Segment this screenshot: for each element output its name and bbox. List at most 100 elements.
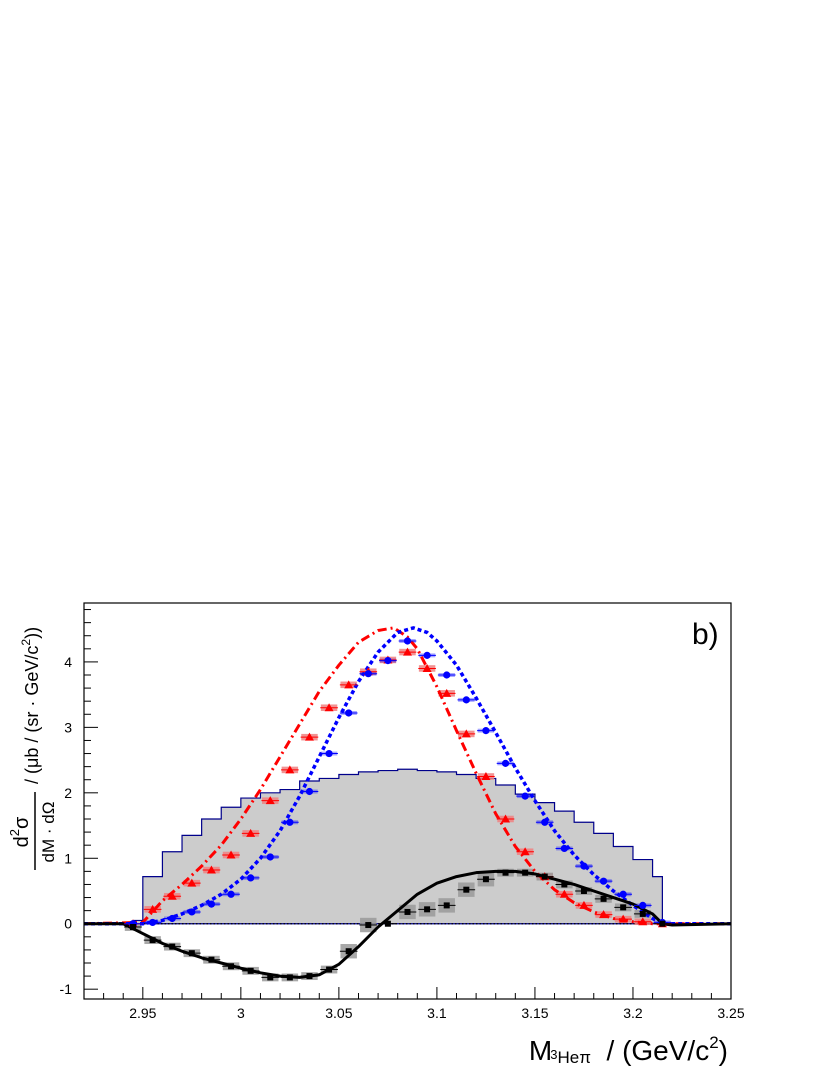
data-point	[325, 749, 333, 758]
x-axis-title-sub: Heπ	[557, 1048, 590, 1067]
data-point	[482, 876, 489, 883]
data-point	[227, 890, 235, 898]
data-point	[187, 878, 197, 887]
data-point	[208, 956, 215, 963]
data-point	[639, 901, 647, 910]
data-point	[541, 818, 549, 826]
y-tick-label: 4	[64, 654, 72, 670]
data-point	[443, 671, 451, 679]
y-axis-title-unit-main: / (μb / (sr · GeV/c	[22, 646, 42, 784]
x-axis-title-unit: / (GeV/c	[591, 1035, 709, 1066]
data-point	[365, 922, 372, 929]
x-tick-label: 3.1	[427, 1005, 447, 1021]
data-point	[521, 792, 529, 800]
y-axis-title-d: d	[11, 836, 33, 847]
x-tick-label: 3.15	[521, 1005, 548, 1021]
data-point	[422, 663, 432, 672]
data-point	[403, 637, 412, 645]
data-point	[168, 914, 176, 923]
data-point	[226, 850, 236, 859]
data-point	[619, 890, 627, 898]
data-point	[620, 904, 627, 911]
x-axis-title-unit-sup: 2	[709, 1033, 718, 1052]
data-point	[520, 847, 530, 856]
y-axis-title-unit: / (μb / (sr · GeV/c2))	[19, 627, 42, 784]
data-point	[246, 828, 256, 837]
x-axis-ticks: 2.95 3 3.05 3.1 3.15 3.2 3.25	[83, 987, 745, 1021]
x-axis-title: M3Heπ / (GeV/c2)	[529, 1033, 728, 1067]
curve-solid	[84, 869, 732, 979]
y-axis-title-unit-sup: 2	[19, 639, 33, 646]
data-point	[560, 844, 568, 853]
data-point	[579, 900, 589, 909]
panel-label: b)	[692, 618, 719, 651]
y-axis-title-denominator: dM · dΩ	[39, 802, 58, 863]
x-axis-title-main: M	[529, 1035, 552, 1066]
data-point	[502, 869, 509, 876]
data-point	[228, 963, 235, 970]
x-tick-label: 2.95	[129, 1005, 156, 1021]
data-point	[580, 862, 588, 870]
data-point	[266, 853, 274, 861]
histogram	[93, 768, 731, 925]
data-point	[559, 889, 569, 898]
data-point	[265, 796, 275, 805]
y-axis-title-sup: 2	[7, 829, 22, 836]
data-point	[148, 904, 158, 913]
data-point	[305, 787, 314, 796]
curve-dotted	[84, 626, 731, 926]
data-points	[124, 637, 672, 981]
model-curves	[83, 626, 732, 979]
x-axis-title-unit-end: )	[719, 1035, 728, 1066]
data-point	[188, 950, 195, 957]
y-axis-title-unit-end: ))	[22, 627, 42, 639]
data-point	[247, 967, 254, 974]
data-point	[169, 943, 176, 950]
data-point	[304, 732, 314, 741]
data-point	[384, 657, 392, 665]
curve-dash-dot	[83, 626, 731, 926]
data-point	[188, 908, 196, 916]
data-point	[463, 886, 470, 893]
svg-text:d2σ: d2σ	[7, 816, 33, 847]
x-axis-title-sub-sup: 3	[550, 1047, 557, 1062]
data-point	[167, 891, 177, 900]
data-point	[247, 874, 255, 882]
y-axis-ticks: -1 0 1 2 3 4	[60, 609, 98, 997]
data-point	[285, 765, 295, 774]
data-point	[580, 888, 587, 894]
data-point	[149, 918, 157, 927]
x-tick-label: 3.25	[717, 1005, 744, 1021]
data-point	[345, 709, 353, 717]
data-point	[522, 869, 529, 876]
data-point	[345, 948, 352, 955]
data-point	[501, 814, 511, 823]
data-point	[639, 910, 646, 917]
data-point	[600, 895, 607, 902]
data-point	[206, 865, 216, 874]
data-point	[326, 966, 333, 973]
data-point	[482, 727, 490, 735]
data-point	[384, 920, 391, 927]
data-point	[599, 877, 608, 885]
y-tick-label: -1	[60, 981, 73, 997]
data-point	[561, 881, 568, 888]
data-point	[481, 771, 491, 780]
data-point	[462, 696, 470, 704]
data-point	[267, 974, 274, 981]
data-point	[306, 973, 313, 980]
data-point	[404, 908, 411, 915]
data-point	[207, 900, 216, 908]
data-point	[423, 651, 431, 659]
x-tick-label: 3.2	[623, 1005, 643, 1021]
y-axis-title: d2σ dM · dΩ / (μb / (sr · GeV/c2))	[7, 627, 58, 870]
data-point	[324, 703, 334, 712]
y-axis-title-sigma: σ	[11, 816, 33, 829]
data-point	[424, 906, 431, 913]
data-point	[286, 974, 293, 981]
y-tick-label: 2	[64, 785, 72, 801]
data-point	[130, 924, 137, 930]
data-point	[599, 910, 609, 919]
histogram-layer	[93, 768, 731, 925]
